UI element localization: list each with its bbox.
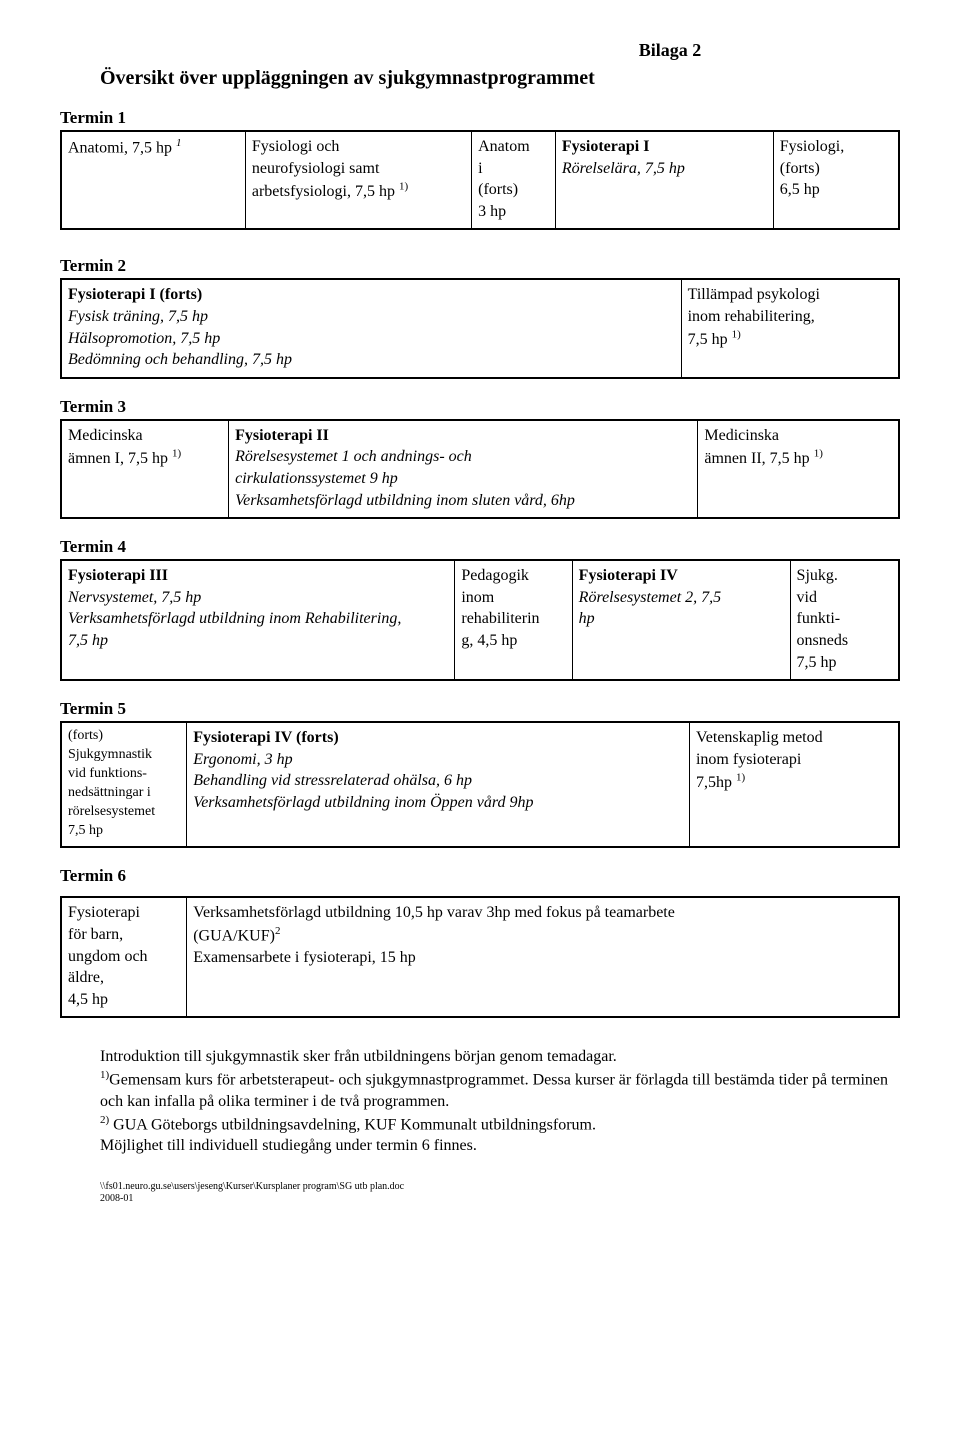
page: Bilaga 2 Översikt över uppläggningen av … xyxy=(0,0,960,1225)
t5-c1: (forts) Sjukgymnastik vid funktions- ned… xyxy=(61,722,187,847)
t1-c5: Fysiologi, (forts) 6,5 hp xyxy=(773,131,899,229)
t6-c1: Fysioterapi för barn, ungdom och äldre, … xyxy=(61,897,187,1017)
notes-block: Introduktion till sjukgymnastik sker frå… xyxy=(100,1046,900,1157)
t4-c3: Fysioterapi IV Rörelsesystemet 2, 7,5 hp xyxy=(572,560,790,680)
appendix-label: Bilaga 2 xyxy=(440,40,900,61)
t1-c3: Anatom i (forts) 3 hp xyxy=(472,131,556,229)
t3-c2: Fysioterapi II Rörelsesystemet 1 och and… xyxy=(229,420,698,518)
term-5-label: Termin 5 xyxy=(60,699,900,719)
note-3: 2) GUA Göteborgs utbildningsavdelning, K… xyxy=(100,1113,900,1136)
note-1: Introduktion till sjukgymnastik sker frå… xyxy=(100,1046,900,1068)
footer-path: \\fs01.neuro.gu.se\users\jeseng\Kurser\K… xyxy=(100,1181,900,1193)
t4-c4: Sjukg. vid funkti- onsneds 7,5 hp xyxy=(790,560,899,680)
t5-c2: Fysioterapi IV (forts) Ergonomi, 3 hp Be… xyxy=(187,722,690,847)
term-5-table: (forts) Sjukgymnastik vid funktions- ned… xyxy=(60,721,900,848)
t3-c3: Medicinska ämnen II, 7,5 hp 1) xyxy=(698,420,899,518)
term-4-table: Fysioterapi III Nervsystemet, 7,5 hp Ver… xyxy=(60,559,900,681)
term-6-table: Fysioterapi för barn, ungdom och äldre, … xyxy=(60,896,900,1018)
term-3-label: Termin 3 xyxy=(60,397,900,417)
term-3-table: Medicinska ämnen I, 7,5 hp 1) Fysioterap… xyxy=(60,419,900,519)
t1-c4: Fysioterapi I Rörelselära, 7,5 hp xyxy=(555,131,773,229)
t2-c2: Tillämpad psykologi inom rehabilitering,… xyxy=(681,279,899,377)
note-4: Möjlighet till individuell studiegång un… xyxy=(100,1135,900,1157)
footer: \\fs01.neuro.gu.se\users\jeseng\Kurser\K… xyxy=(100,1181,900,1205)
t5-c3: Vetenskaplig metod inom fysioterapi 7,5h… xyxy=(689,722,899,847)
term-1-table: Anatomi, 7,5 hp 1 Fysiologi och neurofys… xyxy=(60,130,900,230)
term-6-label: Termin 6 xyxy=(60,866,900,886)
t1-c1: Anatomi, 7,5 hp 1 xyxy=(61,131,245,229)
term-2-label: Termin 2 xyxy=(60,256,900,276)
term-4-label: Termin 4 xyxy=(60,537,900,557)
t3-c1: Medicinska ämnen I, 7,5 hp 1) xyxy=(61,420,229,518)
t4-c2: Pedagogik inom rehabiliterin g, 4,5 hp xyxy=(455,560,572,680)
t4-c1: Fysioterapi III Nervsystemet, 7,5 hp Ver… xyxy=(61,560,455,680)
note-2: 1)Gemensam kurs för arbetsterapeut- och … xyxy=(100,1068,900,1113)
footer-date: 2008-01 xyxy=(100,1193,900,1205)
page-title: Översikt över uppläggningen av sjukgymna… xyxy=(100,67,900,90)
t6-c2: Verksamhetsförlagd utbildning 10,5 hp va… xyxy=(187,897,899,1017)
term-1-label: Termin 1 xyxy=(60,108,900,128)
term-2-table: Fysioterapi I (forts) Fysisk träning, 7,… xyxy=(60,278,900,378)
t1-c2: Fysiologi och neurofysiologi samt arbets… xyxy=(245,131,471,229)
t2-c1: Fysioterapi I (forts) Fysisk träning, 7,… xyxy=(61,279,681,377)
